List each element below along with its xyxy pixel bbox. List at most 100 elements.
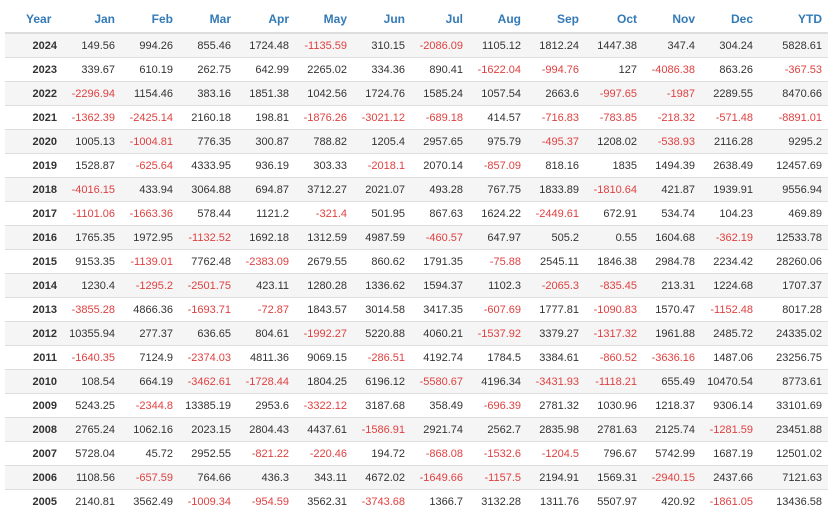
value-cell-dec: 1487.06	[701, 345, 759, 370]
value-cell-may: -3322.12	[295, 393, 353, 418]
value-cell-mar: 3064.88	[179, 177, 237, 202]
value-cell-nov: -3636.16	[643, 345, 701, 370]
value-cell-oct: -860.52	[585, 345, 643, 370]
value-cell-aug: -857.09	[469, 153, 527, 178]
value-cell-may: 4437.61	[295, 417, 353, 442]
value-cell-apr: 2804.43	[237, 417, 295, 442]
value-cell-oct: -835.45	[585, 273, 643, 298]
value-cell-feb: 610.19	[121, 57, 179, 82]
value-cell-nov: 420.92	[643, 489, 701, 513]
value-cell-apr: 4811.36	[237, 345, 295, 370]
value-cell-nov: -218.32	[643, 105, 701, 130]
value-cell-nov: 1570.47	[643, 297, 701, 322]
value-cell-aug: -1622.04	[469, 57, 527, 82]
value-cell-dec: 2289.55	[701, 81, 759, 106]
column-header-year[interactable]: Year	[5, 6, 63, 34]
value-cell-ytd: 24335.02	[759, 321, 828, 346]
value-cell-may: 2679.55	[295, 249, 353, 274]
value-cell-oct: 127	[585, 57, 643, 82]
value-cell-sep: 2194.91	[527, 465, 585, 490]
value-cell-jun: -2018.1	[353, 153, 411, 178]
value-cell-jan: 5243.25	[63, 393, 121, 418]
value-cell-aug: 1102.3	[469, 273, 527, 298]
value-cell-may: 3712.27	[295, 177, 353, 202]
value-cell-aug: -1157.5	[469, 465, 527, 490]
column-header-sep[interactable]: Sep	[527, 6, 585, 34]
table-row: 2005 2140.81 3562.49 -1009.34 -954.59 3562.31…	[5, 489, 828, 513]
value-cell-sep: 1311.76	[527, 489, 585, 513]
column-header-ytd[interactable]: YTD	[759, 6, 828, 34]
value-cell-jun: 1724.76	[353, 81, 411, 106]
value-cell-ytd: 12533.78	[759, 225, 828, 250]
value-cell-mar: 383.16	[179, 81, 237, 106]
column-header-jan[interactable]: Jan	[63, 6, 121, 34]
value-cell-mar: 13385.19	[179, 393, 237, 418]
returns-table-container: Year Jan Feb Mar Apr May Jun Jul Aug Sep Oct Nov Dec…	[5, 6, 828, 513]
value-cell-ytd: 469.89	[759, 201, 828, 226]
value-cell-may: -220.46	[295, 441, 353, 466]
value-cell-ytd: 23256.75	[759, 345, 828, 370]
value-cell-jul: -5580.67	[411, 369, 469, 394]
value-cell-dec: 2437.66	[701, 465, 759, 490]
value-cell-aug: -1532.6	[469, 441, 527, 466]
value-cell-jul: 2070.14	[411, 153, 469, 178]
column-header-jun[interactable]: Jun	[353, 6, 411, 34]
value-cell-oct: 1030.96	[585, 393, 643, 418]
value-cell-nov: 1604.68	[643, 225, 701, 250]
table-body: 2024 149.56 994.26 855.46 1724.48 -1135.59 310…	[5, 32, 828, 513]
value-cell-nov: 1494.39	[643, 153, 701, 178]
value-cell-jan: 5728.04	[63, 441, 121, 466]
value-cell-dec: 2116.28	[701, 129, 759, 154]
value-cell-ytd: 9295.2	[759, 129, 828, 154]
value-cell-feb: -657.59	[121, 465, 179, 490]
value-cell-may: -1876.26	[295, 105, 353, 130]
value-cell-apr: 642.99	[237, 57, 295, 82]
value-cell-nov: 347.4	[643, 32, 701, 58]
value-cell-feb: -1004.81	[121, 129, 179, 154]
value-cell-jun: 3014.58	[353, 297, 411, 322]
column-header-aug[interactable]: Aug	[469, 6, 527, 34]
value-cell-nov: 655.49	[643, 369, 701, 394]
column-header-mar[interactable]: Mar	[179, 6, 237, 34]
value-cell-dec: 304.24	[701, 32, 759, 58]
column-header-may[interactable]: May	[295, 6, 353, 34]
value-cell-dec: 863.26	[701, 57, 759, 82]
value-cell-sep: 2545.11	[527, 249, 585, 274]
value-cell-ytd: 13436.58	[759, 489, 828, 513]
column-header-nov[interactable]: Nov	[643, 6, 701, 34]
value-cell-may: -321.4	[295, 201, 353, 226]
column-header-dec[interactable]: Dec	[701, 6, 759, 34]
year-cell: 2012	[5, 321, 63, 346]
column-header-apr[interactable]: Apr	[237, 6, 295, 34]
table-row: 2017 -1101.06 -1663.36 578.44 1121.2 -321.4 50…	[5, 201, 828, 226]
value-cell-oct: 1208.02	[585, 129, 643, 154]
value-cell-nov: 2984.78	[643, 249, 701, 274]
value-cell-apr: -2383.09	[237, 249, 295, 274]
column-header-feb[interactable]: Feb	[121, 6, 179, 34]
value-cell-jul: 493.28	[411, 177, 469, 202]
value-cell-feb: 1972.95	[121, 225, 179, 250]
value-cell-jul: -689.18	[411, 105, 469, 130]
column-header-oct[interactable]: Oct	[585, 6, 643, 34]
value-cell-aug: -696.39	[469, 393, 527, 418]
year-cell: 2011	[5, 345, 63, 370]
value-cell-ytd: 7121.63	[759, 465, 828, 490]
value-cell-jun: 860.62	[353, 249, 411, 274]
column-header-jul[interactable]: Jul	[411, 6, 469, 34]
value-cell-sep: 505.2	[527, 225, 585, 250]
value-cell-may: 3562.31	[295, 489, 353, 513]
value-cell-jul: -1649.66	[411, 465, 469, 490]
value-cell-aug: 2562.7	[469, 417, 527, 442]
value-cell-mar: 764.66	[179, 465, 237, 490]
year-cell: 2016	[5, 225, 63, 250]
value-cell-jul: 1366.7	[411, 489, 469, 513]
table-row: 2016 1765.35 1972.95 -1132.52 1692.18 1312.59…	[5, 225, 828, 250]
value-cell-may: 1843.57	[295, 297, 353, 322]
year-cell: 2009	[5, 393, 63, 418]
year-cell: 2015	[5, 249, 63, 274]
value-cell-jun: 334.36	[353, 57, 411, 82]
value-cell-may: -1992.27	[295, 321, 353, 346]
value-cell-jan: -2296.94	[63, 81, 121, 106]
value-cell-dec: 10470.54	[701, 369, 759, 394]
value-cell-jun: 2021.07	[353, 177, 411, 202]
